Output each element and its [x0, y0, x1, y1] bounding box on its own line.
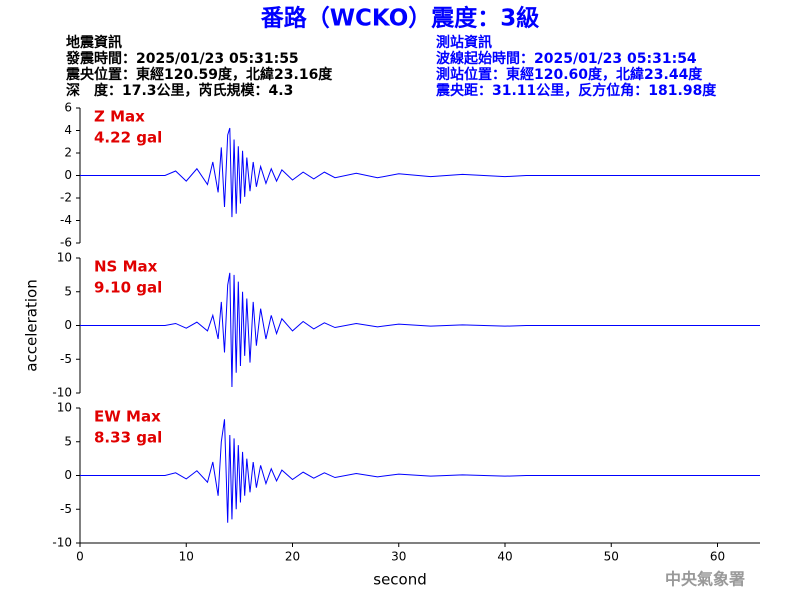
y-tick-label: -6 — [60, 236, 72, 250]
y-tick-label: 0 — [64, 468, 72, 482]
max-label: 4.22 gal — [94, 129, 162, 147]
info-left: 地震資訊 — [66, 34, 122, 51]
y-tick-label: -5 — [60, 502, 72, 516]
max-label: EW Max — [94, 408, 161, 426]
y-tick-label: 6 — [64, 101, 72, 115]
y-tick-label: 4 — [64, 123, 72, 137]
y-tick-label: -10 — [52, 536, 72, 550]
y-tick-label: -10 — [52, 386, 72, 400]
x-tick-label: 40 — [497, 550, 512, 564]
x-tick-label: 60 — [710, 550, 725, 564]
info-left: 震央位置：東經120.59度，北緯23.16度 — [65, 66, 333, 83]
x-tick-label: 50 — [604, 550, 619, 564]
max-label: 8.33 gal — [94, 429, 162, 447]
y-tick-label: -5 — [60, 352, 72, 366]
waveform — [80, 127, 760, 218]
x-axis-label: second — [373, 571, 427, 589]
max-label: NS Max — [94, 258, 158, 276]
y-tick-label: 5 — [64, 284, 72, 298]
max-label: Z Max — [94, 108, 145, 126]
title: 番路（WCKO）震度：3級 — [260, 5, 540, 32]
waveform — [80, 419, 760, 523]
y-tick-label: 5 — [64, 434, 72, 448]
max-label: 9.10 gal — [94, 279, 162, 297]
info-left: 發震時間：2025/01/23 05:31:55 — [65, 50, 299, 67]
info-left: 深 度：17.3公里，芮氏規模：4.3 — [66, 82, 293, 99]
x-tick-label: 20 — [285, 550, 300, 564]
y-tick-label: 0 — [64, 168, 72, 182]
y-tick-label: -2 — [60, 191, 72, 205]
y-tick-label: 2 — [64, 146, 72, 160]
y-tick-label: 0 — [64, 318, 72, 332]
y-tick-label: 10 — [57, 401, 72, 415]
y-axis-label: acceleration — [23, 279, 41, 371]
y-tick-label: -4 — [60, 213, 72, 227]
info-right: 波線起始時間：2025/01/23 05:31:54 — [436, 50, 697, 67]
footer: 中央氣象署 — [665, 570, 745, 589]
waveform — [80, 272, 760, 387]
x-tick-label: 10 — [179, 550, 194, 564]
info-right: 測站位置：東經120.60度，北緯23.44度 — [436, 66, 703, 83]
x-tick-label: 30 — [391, 550, 406, 564]
x-tick-label: 0 — [76, 550, 84, 564]
info-right: 測站資訊 — [436, 34, 492, 51]
info-right: 震央距：31.11公里，反方位角：181.98度 — [435, 82, 717, 99]
y-tick-label: 10 — [57, 251, 72, 265]
